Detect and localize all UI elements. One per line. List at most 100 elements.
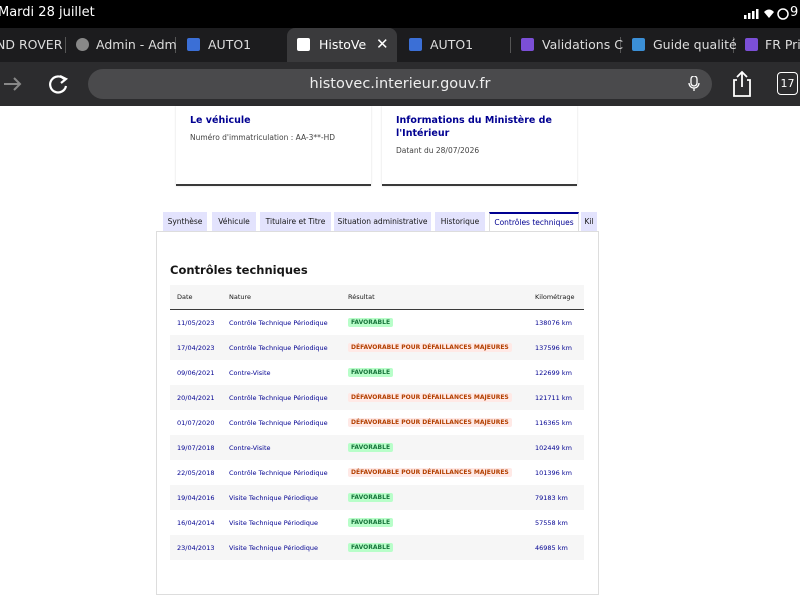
battery: 9	[790, 5, 799, 20]
vehicle-card: Le véhicule Numéro d'immatriculation : A…	[176, 106, 371, 186]
tab-favicon	[297, 38, 310, 51]
tab-separator	[510, 37, 511, 53]
tab-separator	[65, 37, 66, 53]
tab-separator	[175, 37, 176, 53]
date-cell: 22/05/2018	[177, 469, 215, 477]
nature-cell: Contre-Visite	[229, 444, 271, 452]
table-header: Date Nature Résultat Kilométrage	[170, 285, 584, 310]
tab-favicon	[187, 38, 200, 51]
browser-tab[interactable]: ND ROVER	[0, 37, 63, 52]
nature-cell: Contrôle Technique Périodique	[229, 469, 328, 477]
date-cell: 16/04/2014	[177, 519, 215, 527]
page-tab[interactable]: Contrôles techniques	[489, 212, 579, 232]
km-cell: 121711 km	[535, 394, 572, 402]
status-bar: Mardi 28 juillet 9	[0, 0, 800, 28]
date-cell: 17/04/2023	[177, 344, 215, 352]
tab-count[interactable]: 17	[777, 72, 798, 95]
date-cell: 01/07/2020	[177, 419, 215, 427]
table-row: 23/04/2013 Visite Technique Périodique FAV…	[170, 535, 584, 560]
nav-buttons[interactable]	[0, 70, 80, 98]
page-tab[interactable]: Kil	[581, 212, 597, 231]
result-badge: FAVORABLE	[348, 543, 394, 552]
toolbar: histovec.interieur.gouv.fr 17	[0, 62, 800, 106]
browser-tab-bar: ND ROVER Admin - Adm AUTO1 HistoVec AUTO1 Val…	[0, 28, 800, 62]
column-header: Date	[177, 293, 193, 301]
table-row: 01/07/2020 Contrôle Technique Périodique D…	[170, 410, 584, 435]
result-badge: FAVORABLE	[348, 368, 394, 377]
km-cell: 79183 km	[535, 494, 568, 502]
card-title: Le véhicule	[190, 115, 251, 126]
browser-tab[interactable]: Admin - Adm	[96, 37, 177, 52]
page-tab[interactable]: Synthèse	[163, 212, 207, 231]
status-icons	[744, 8, 789, 20]
table-row: 16/04/2014 Visite Technique Périodique FAV…	[170, 510, 584, 535]
date-cell: 11/05/2023	[177, 319, 215, 327]
result-badge: DÉFAVORABLE POUR DÉFAILLANCES MAJEURES	[348, 343, 512, 352]
date-cell: 19/04/2016	[177, 494, 215, 502]
tab-favicon	[745, 38, 758, 51]
panel: Contrôles techniques Date Nature Résultat K…	[156, 231, 599, 595]
table-row: 22/05/2018 Contrôle Technique Périodique D…	[170, 460, 584, 485]
nature-cell: Contrôle Technique Périodique	[229, 319, 328, 327]
tab-favicon	[521, 38, 534, 51]
browser-tab[interactable]: Guide qualité	[653, 37, 737, 52]
nature-cell: Contre-Visite	[229, 369, 271, 377]
browser-tab[interactable]: FR Pri	[765, 37, 800, 52]
date-cell: 23/04/2013	[177, 544, 215, 552]
mic-icon[interactable]	[688, 76, 700, 92]
nature-cell: Visite Technique Périodique	[229, 494, 319, 502]
close-tab[interactable]: ✕	[376, 35, 389, 53]
result-badge: DÉFAVORABLE POUR DÉFAILLANCES MAJEURES	[348, 393, 512, 402]
page-tab[interactable]: Historique	[435, 212, 485, 231]
km-cell: 102449 km	[535, 444, 572, 452]
date-cell: 20/04/2021	[177, 394, 215, 402]
time: Mardi 28 juillet	[0, 5, 95, 20]
column-header: Nature	[229, 293, 252, 301]
km-cell: 46985 km	[535, 544, 568, 552]
tab-separator	[620, 37, 621, 53]
card-text: Datant du 28/07/2026	[396, 146, 480, 155]
column-header: Résultat	[348, 293, 375, 301]
tab-favicon	[409, 38, 422, 51]
result-badge: FAVORABLE	[348, 518, 394, 527]
ministry-card: Informations du Ministère de l'Intérieur…	[382, 106, 577, 186]
table-row: 09/06/2021 Contre-Visite FAVORABLE 122699 k…	[170, 360, 584, 385]
column-header: Kilométrage	[535, 293, 575, 301]
table-row: 11/05/2023 Contrôle Technique Périodique F…	[170, 310, 584, 335]
card-title: Informations du Ministère de l'Intérieur	[396, 115, 552, 139]
page-tab[interactable]: Titulaire et Titre	[260, 212, 331, 231]
table-row: 19/07/2018 Contre-Visite FAVORABLE 102449 k…	[170, 435, 584, 460]
result-badge: DÉFAVORABLE POUR DÉFAILLANCES MAJEURES	[348, 418, 512, 427]
km-cell: 122699 km	[535, 369, 572, 377]
date-cell: 09/06/2021	[177, 369, 215, 377]
result-badge: FAVORABLE	[348, 443, 394, 452]
browser-tab[interactable]: Validations C	[542, 37, 623, 52]
browser-tab[interactable]: AUTO1	[208, 37, 252, 52]
nature-cell: Visite Technique Périodique	[229, 544, 319, 552]
tab-favicon	[632, 38, 645, 51]
browser-tab[interactable]: HistoVec	[319, 37, 367, 52]
nature-cell: Visite Technique Périodique	[229, 519, 319, 527]
browser-tab[interactable]: AUTO1	[430, 37, 474, 52]
page-tab[interactable]: Véhicule	[212, 212, 256, 231]
result-badge: FAVORABLE	[348, 493, 394, 502]
page-tab[interactable]: Situation administrative	[334, 212, 431, 231]
km-cell: 57558 km	[535, 519, 568, 527]
nature-cell: Contrôle Technique Périodique	[229, 394, 328, 402]
url: histovec.interieur.gouv.fr	[309, 76, 491, 92]
card-text: Numéro d'immatriculation : AA-3**-HD	[190, 133, 336, 142]
date-cell: 19/07/2018	[177, 444, 215, 452]
km-cell: 138076 km	[535, 319, 572, 327]
table-row: 17/04/2023 Contrôle Technique Périodique D…	[170, 335, 584, 360]
table-row: 19/04/2016 Visite Technique Périodique FAV…	[170, 485, 584, 510]
table: Date Nature Résultat Kilométrage 11/05/2023 C…	[170, 285, 584, 560]
section-title: Contrôles techniques	[170, 263, 308, 277]
nature-cell: Contrôle Technique Périodique	[229, 344, 328, 352]
km-cell: 116365 km	[535, 419, 572, 427]
address-bar[interactable]: histovec.interieur.gouv.fr	[88, 69, 712, 99]
share-icon[interactable]	[730, 70, 754, 98]
table-row: 20/04/2021 Contrôle Technique Périodique D…	[170, 385, 584, 410]
result-badge: FAVORABLE	[348, 318, 394, 327]
tab-separator	[733, 37, 734, 53]
